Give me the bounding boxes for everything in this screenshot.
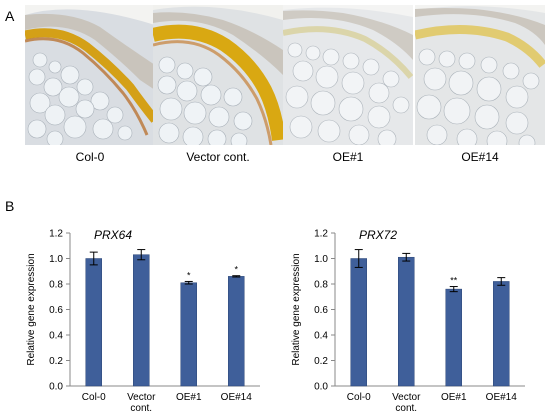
micrograph-caption: OE#14	[461, 150, 499, 164]
micrograph-vector-cont	[153, 5, 283, 145]
chart-title: PRX72	[359, 228, 397, 242]
x-tick-label: Col-0	[82, 392, 106, 403]
bar	[398, 256, 415, 387]
chart-title: PRX64	[94, 228, 132, 242]
micrograph-row: Col-0 Vector cont. OE#1	[0, 0, 550, 185]
y-tick-label: 1.2	[49, 229, 63, 240]
y-tick-label: 0.6	[314, 305, 328, 316]
y-axis-label: Relative gene expression	[291, 253, 302, 365]
x-tick-label: Vector	[127, 392, 156, 403]
y-axis-label: Relative gene expression	[26, 253, 37, 365]
bar	[228, 276, 245, 387]
y-tick-label: 0.8	[314, 280, 328, 291]
micrograph-caption: Col-0	[75, 150, 105, 164]
micrograph-caption: OE#1	[332, 150, 364, 164]
x-tick-label: OE#14	[221, 392, 253, 403]
x-tick-label: OE#14	[486, 392, 518, 403]
y-tick-label: 0.4	[49, 331, 63, 342]
y-tick-label: 0.8	[49, 280, 63, 291]
panel-label-a: A	[5, 8, 15, 24]
micrograph-caption: Vector cont.	[186, 150, 250, 164]
significance-marker: *	[187, 270, 191, 280]
y-tick-label: 0.0	[49, 382, 63, 393]
bar-chart-prx72: PRX72 0.0 0.2 0.4 0.6 0.8 1.0 1.2 Relative gene …	[291, 228, 525, 414]
x-tick-label: cont.	[130, 403, 152, 414]
panel-label-b: B	[5, 198, 15, 214]
y-tick-label: 0.2	[314, 356, 328, 367]
x-tick-label: OE#1	[176, 392, 202, 403]
x-tick-label: cont.	[395, 403, 417, 414]
bar	[445, 288, 462, 387]
y-tick-label: 0.4	[314, 331, 328, 342]
bar	[493, 281, 510, 387]
y-tick-label: 0.6	[49, 305, 63, 316]
y-tick-label: 0.0	[314, 382, 328, 393]
y-tick-label: 1.2	[314, 229, 328, 240]
x-tick-label: Vector	[392, 392, 421, 403]
significance-marker: **	[450, 276, 458, 286]
y-tick-label: 1.0	[314, 254, 328, 265]
bar	[180, 282, 197, 387]
x-tick-label: Col-0	[347, 392, 371, 403]
bar-chart-prx64: PRX64 0.0 0.2 0.4 0.6 0.8 1.0 1.2 Relative gene …	[26, 228, 260, 414]
micrograph-col0	[25, 5, 155, 145]
bar	[85, 258, 102, 387]
micrograph-oe14	[415, 5, 545, 145]
y-tick-label: 1.0	[49, 254, 63, 265]
bar	[350, 258, 367, 387]
y-tick-label: 0.2	[49, 356, 63, 367]
x-tick-label: OE#1	[441, 392, 467, 403]
micrograph-oe1	[283, 5, 413, 145]
significance-marker: *	[234, 265, 238, 275]
bar	[133, 254, 150, 387]
